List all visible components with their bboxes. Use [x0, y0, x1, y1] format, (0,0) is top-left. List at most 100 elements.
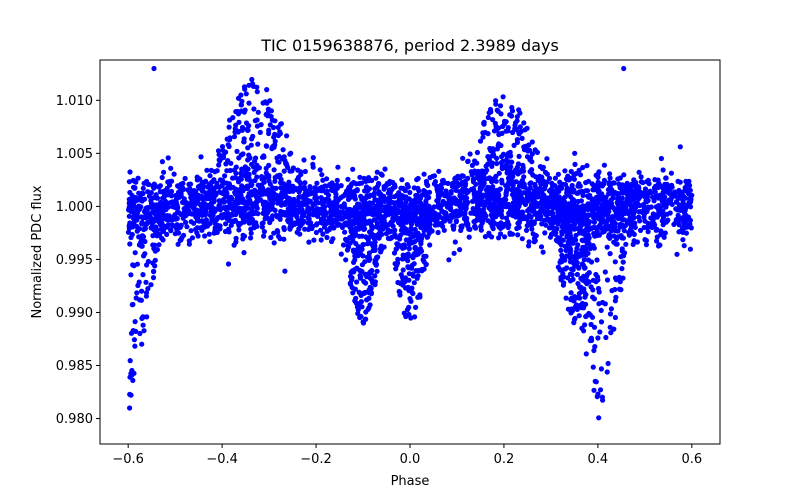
- data-point: [483, 199, 489, 205]
- data-point: [282, 182, 288, 188]
- data-point: [343, 257, 349, 263]
- data-point: [582, 294, 588, 300]
- data-point: [620, 259, 626, 265]
- data-point: [212, 207, 218, 213]
- data-point: [396, 215, 402, 222]
- data-point: [150, 275, 157, 281]
- data-point: [494, 155, 500, 161]
- data-point: [489, 163, 495, 169]
- data-point: [263, 111, 269, 118]
- data-point: [485, 131, 491, 137]
- data-point: [236, 128, 242, 134]
- data-point: [619, 195, 625, 201]
- data-point: [604, 369, 610, 375]
- data-point: [215, 148, 222, 154]
- data-point: [481, 120, 487, 126]
- data-point: [512, 194, 518, 200]
- data-point: [517, 124, 523, 130]
- y-tick-label: 0.980: [56, 412, 93, 427]
- data-point: [397, 198, 403, 204]
- data-point: [354, 211, 361, 217]
- data-point: [576, 265, 582, 271]
- data-point: [608, 330, 614, 336]
- data-point: [322, 212, 328, 218]
- data-point: [613, 277, 619, 283]
- data-point: [139, 198, 145, 204]
- data-point: [485, 161, 491, 167]
- data-point: [516, 129, 522, 135]
- data-point: [435, 204, 441, 210]
- data-point: [568, 290, 574, 296]
- data-point: [527, 185, 533, 191]
- data-point: [383, 231, 389, 237]
- data-point: [505, 224, 511, 231]
- data-point: [233, 122, 239, 128]
- data-point: [590, 225, 596, 231]
- data-point: [618, 287, 624, 293]
- data-point: [548, 220, 554, 226]
- data-point: [531, 239, 537, 245]
- data-point: [529, 219, 535, 225]
- data-point: [568, 175, 574, 181]
- data-point: [507, 112, 513, 118]
- data-point: [593, 271, 599, 278]
- data-point: [372, 273, 378, 279]
- data-point: [443, 190, 449, 196]
- data-point: [587, 245, 593, 252]
- data-point: [376, 181, 382, 187]
- data-point: [295, 174, 302, 180]
- data-point: [555, 205, 561, 211]
- data-point: [527, 206, 533, 212]
- data-point: [253, 155, 259, 161]
- data-point: [424, 181, 430, 187]
- data-point: [512, 126, 518, 132]
- data-point: [352, 286, 358, 292]
- data-point: [472, 158, 478, 164]
- data-point: [305, 215, 311, 221]
- data-point: [140, 185, 146, 191]
- data-point: [345, 176, 351, 182]
- data-point: [278, 208, 284, 215]
- data-point: [552, 183, 558, 189]
- data-point: [641, 211, 648, 217]
- data-point: [251, 106, 257, 112]
- data-point: [496, 201, 502, 207]
- data-point: [250, 133, 256, 139]
- data-point: [273, 185, 279, 191]
- data-point: [553, 191, 559, 197]
- data-point: [374, 268, 380, 274]
- data-point: [302, 168, 308, 175]
- data-point: [480, 206, 487, 212]
- data-point: [378, 247, 384, 253]
- data-point: [664, 218, 670, 224]
- data-point: [229, 196, 235, 202]
- data-point: [332, 189, 338, 195]
- data-point: [330, 212, 336, 218]
- data-point: [448, 188, 454, 195]
- data-point: [194, 177, 200, 183]
- data-point: [528, 191, 534, 197]
- data-point: [148, 282, 154, 288]
- data-point: [157, 183, 163, 189]
- data-point: [531, 188, 538, 194]
- data-point: [637, 218, 643, 224]
- data-point: [621, 65, 627, 72]
- data-point: [494, 107, 500, 113]
- data-point: [540, 164, 547, 170]
- data-point: [391, 207, 397, 213]
- data-point: [326, 227, 332, 233]
- data-point: [654, 214, 660, 220]
- data-point: [583, 351, 589, 357]
- data-point: [326, 202, 332, 208]
- data-point: [139, 315, 145, 321]
- data-point: [658, 155, 665, 162]
- data-point: [276, 159, 282, 165]
- data-point: [230, 175, 236, 181]
- data-point: [630, 181, 636, 187]
- data-point: [319, 184, 325, 190]
- data-point: [175, 189, 182, 195]
- data-point: [510, 182, 516, 188]
- data-point: [474, 195, 480, 201]
- data-point: [498, 142, 504, 149]
- data-point: [398, 243, 404, 249]
